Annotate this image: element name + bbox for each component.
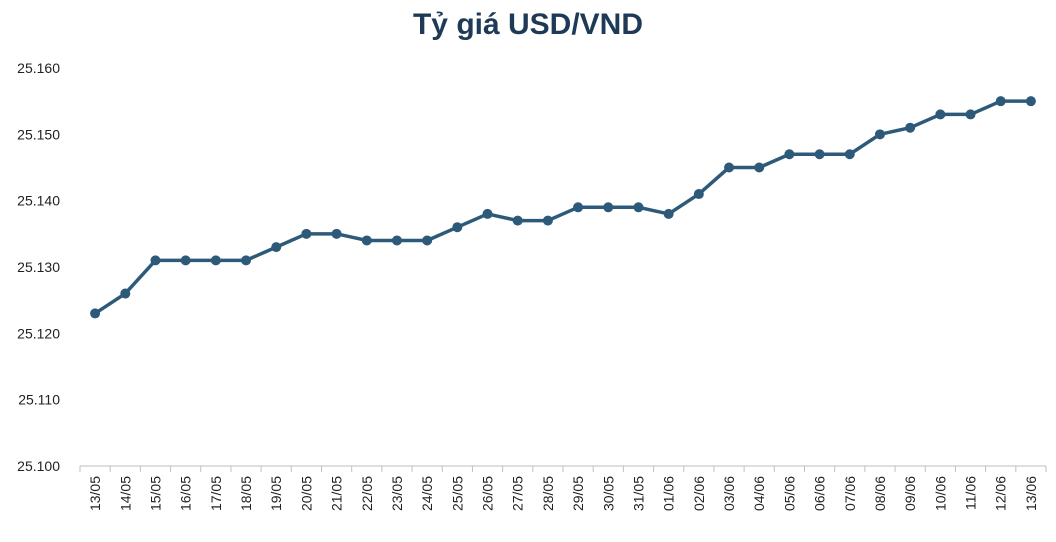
data-point (452, 222, 463, 233)
series-layer (90, 96, 1036, 319)
data-point (1025, 96, 1036, 107)
data-point (331, 228, 342, 239)
data-point (784, 149, 795, 160)
x-tick-label: 16/05 (178, 476, 194, 511)
x-tick-label: 19/05 (268, 476, 284, 511)
data-point (724, 162, 735, 173)
y-tick-label: 25.140 (17, 193, 60, 209)
x-tick-label: 03/06 (721, 476, 737, 511)
x-tick-label: 11/06 (963, 476, 979, 510)
data-point (693, 189, 704, 200)
x-tick-label: 15/05 (147, 476, 163, 511)
x-tick-label: 13/05 (87, 476, 103, 511)
x-tick-label: 28/05 (540, 476, 556, 511)
x-tick-label: 05/06 (781, 476, 797, 511)
data-point (542, 215, 553, 226)
data-point (995, 96, 1006, 107)
x-tick-label: 20/05 (298, 476, 314, 511)
x-tick-label: 08/06 (872, 476, 888, 511)
x-tick-label: 27/05 (510, 476, 526, 511)
x-tick-label: 06/06 (812, 476, 828, 511)
data-point (391, 235, 402, 246)
data-point (180, 255, 191, 266)
y-tick-label: 25.100 (17, 458, 60, 474)
x-tick-label: 30/05 (600, 476, 616, 511)
data-point (482, 208, 493, 219)
data-point (271, 242, 282, 253)
x-tick-label: 23/05 (389, 476, 405, 511)
data-point (633, 202, 644, 213)
data-point (512, 215, 523, 226)
data-point (844, 149, 855, 160)
data-point (241, 255, 252, 266)
data-point (874, 129, 885, 140)
data-point (120, 288, 131, 299)
x-tick-label: 25/05 (449, 476, 465, 511)
y-axis: 25.100 25.110 25.120 25.130 25.140 25.150 25.1… (17, 60, 60, 474)
data-point (150, 255, 161, 266)
data-point (361, 235, 372, 246)
x-tick-label: 18/05 (238, 476, 254, 511)
x-tick-label: 10/06 (932, 476, 948, 511)
data-point (603, 202, 614, 213)
data-point (573, 202, 584, 213)
x-tick-label: 24/05 (419, 476, 435, 511)
x-tick-label: 29/05 (570, 476, 586, 511)
y-tick-label: 25.120 (17, 325, 60, 341)
data-point (754, 162, 765, 173)
data-point (663, 208, 674, 219)
y-tick-label: 25.150 (17, 126, 60, 142)
x-tick-label: 14/05 (117, 476, 133, 511)
data-point (90, 308, 101, 319)
x-tick-label: 12/06 (993, 476, 1009, 511)
x-tick-label: 21/05 (329, 476, 345, 511)
data-point (935, 109, 946, 120)
data-point (905, 122, 916, 133)
y-tick-label: 25.110 (18, 392, 60, 408)
data-point (422, 235, 433, 246)
data-point (301, 228, 312, 239)
x-tick-label: 17/05 (208, 476, 224, 511)
data-point (814, 149, 825, 160)
y-tick-label: 25.130 (17, 259, 60, 275)
x-tick-label: 09/06 (902, 476, 918, 511)
data-point (965, 109, 976, 120)
y-tick-label: 25.160 (17, 60, 60, 76)
data-point (210, 255, 221, 266)
x-tick-label: 13/06 (1023, 476, 1039, 511)
x-tick-label: 26/05 (480, 476, 496, 511)
x-tick-label: 04/06 (751, 476, 767, 511)
x-tick-label: 31/05 (630, 476, 646, 511)
x-tick-label: 02/06 (691, 476, 707, 511)
x-tick-label: 07/06 (842, 476, 858, 511)
series-line (93, 99, 1033, 316)
x-tick-label: 22/05 (359, 476, 375, 511)
x-tick-label: 01/06 (661, 476, 677, 511)
chart-title: Tỷ giá USD/VND (412, 8, 644, 41)
x-axis: 13/05 14/05 15/05 16/05 17/05 18/05 19/05 20/05… (79, 465, 1047, 511)
